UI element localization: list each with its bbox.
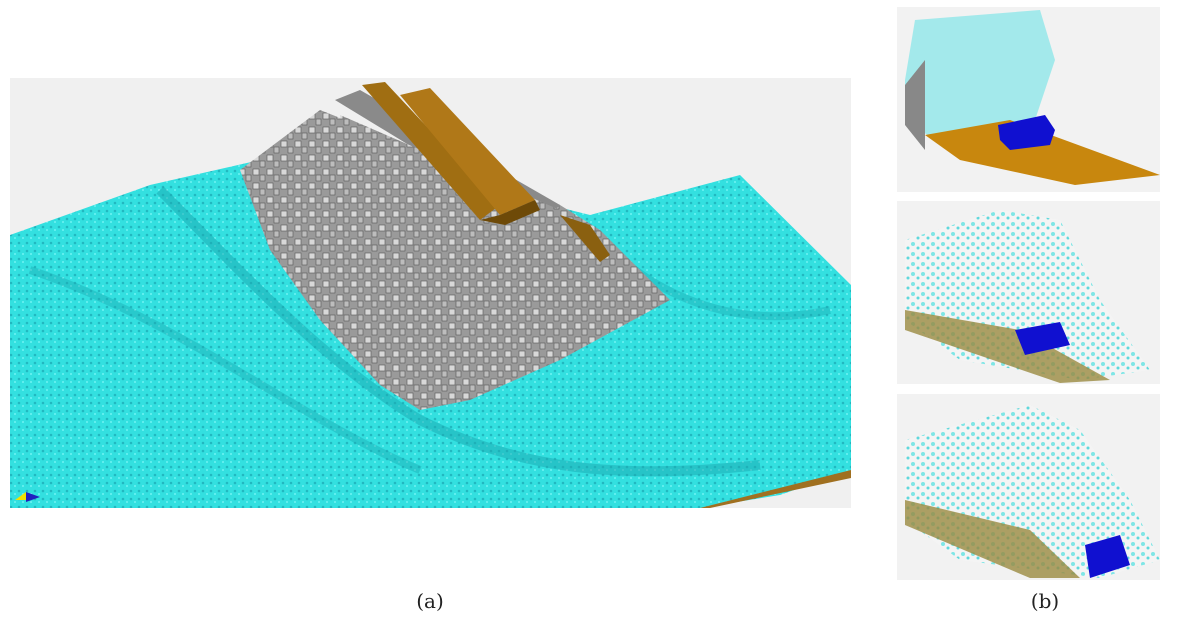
panel-label: (a): [416, 589, 444, 613]
panel-a-image: [10, 78, 851, 508]
panel-label: (b): [1031, 589, 1059, 613]
panel-b-image-1: [897, 7, 1160, 192]
panel-b-image-3: [897, 394, 1160, 580]
panel-b-image-2: [897, 201, 1160, 384]
